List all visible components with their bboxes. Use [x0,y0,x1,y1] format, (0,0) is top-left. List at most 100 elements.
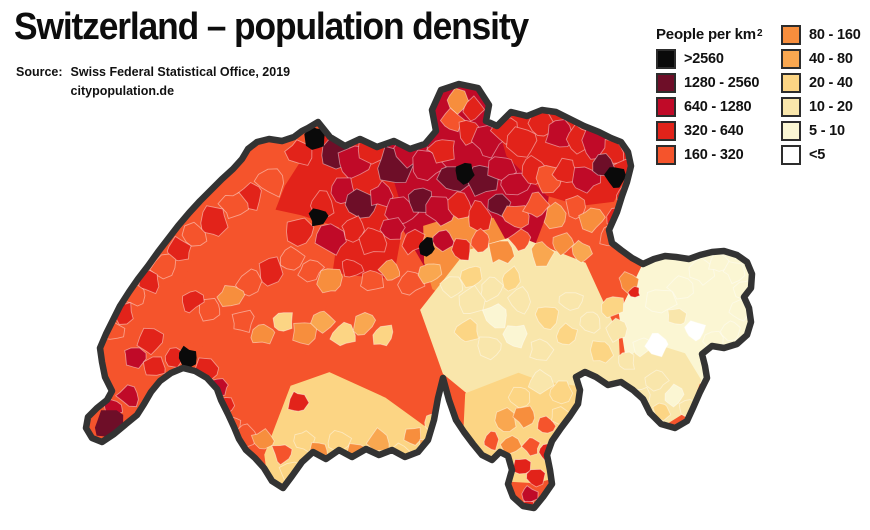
district-patch [499,435,523,456]
district-patch [401,228,426,256]
legend-swatch [781,48,801,69]
district-patch [358,227,388,256]
district-patch [284,139,313,166]
legend-item: 320 - 640 [656,120,762,141]
district-patch [666,275,694,300]
district-patch [521,191,551,218]
district-patch [526,468,546,488]
district-patch [327,430,353,454]
district-patch [644,369,670,392]
district-patch [310,310,337,334]
district-patch [314,223,347,256]
district-patch [339,459,364,482]
district-patch [142,356,166,376]
district-patch [200,205,229,237]
district-patch [253,168,285,198]
district-patch [115,384,139,408]
district-patch [512,405,536,429]
district-patch [250,323,276,345]
legend-label: 10 - 20 [809,98,853,115]
district-patch [272,312,293,332]
district-patch [558,292,584,311]
district-patch [688,257,716,286]
legend-label: 40 - 80 [809,50,853,67]
district-patch [644,332,669,358]
legend-item: 640 - 1280 [656,96,762,117]
district-patch [589,340,615,364]
district-patch [537,415,557,434]
district-patch [530,241,556,267]
district-patch [370,180,394,208]
district-patch [297,259,326,283]
district-patch [124,347,147,369]
district-patch [579,311,601,334]
district-patch [379,217,406,240]
district-patch [543,201,567,230]
city-spot-lausanne [178,345,197,368]
district-patch [216,285,246,307]
district-patch [352,311,377,336]
legend-item: 10 - 20 [781,96,861,117]
page-title: Switzerland – population density [14,6,529,48]
legend-swatch [656,48,676,69]
city-spot-bern [308,208,329,227]
district-patch [720,320,741,342]
legend-title: People per km 2 [656,26,763,43]
district-patch [527,368,555,395]
legend-item: 80 - 160 [781,24,861,45]
city-spot-lucerne [418,237,435,257]
legend-label: 1280 - 2560 [684,74,760,91]
district-patch [329,321,356,347]
district-patch [627,285,641,298]
district-patch [271,444,293,466]
district-patch [459,265,483,289]
legend-label: 5 - 10 [809,122,845,139]
district-patch [618,351,636,370]
district-patch [231,309,255,333]
district-patch [549,380,574,405]
city-spot-st-gallen [604,167,627,188]
legend-label: 160 - 320 [684,146,744,163]
city-spot-basel [304,126,326,150]
source-label: Source: [16,65,63,79]
district-patch [446,87,470,116]
district-patch [439,276,464,299]
district-patch [359,270,385,292]
legend-item: >2560 [656,48,762,69]
legend-swatch [781,144,801,165]
district-patch [458,284,486,314]
legend-column-left: People per km 2 >2560 1280 - 2560 640 - 128… [656,24,763,165]
district-patch [479,276,504,303]
district-patch [181,221,208,247]
district-patch [605,317,628,344]
district-patch [426,139,455,164]
district-patch [502,324,528,349]
district-patch [468,199,493,232]
district-patch [507,228,532,252]
district-patch [470,227,490,253]
district-patch [571,166,602,194]
district-patch [529,338,555,361]
legend-item: 1280 - 2560 [656,72,762,93]
district-patch [451,238,471,261]
district-patch [182,290,205,314]
legend-item: 20 - 40 [781,72,861,93]
legend-column-right: 80 - 160 40 - 80 20 - 40 10 - 20 5 - 10 <5 [781,24,861,165]
district-patch [556,322,579,346]
district-patch [520,437,541,457]
district-patch [462,95,486,122]
district-patch [453,317,480,343]
legend-swatch [781,120,801,141]
district-patch [316,268,343,294]
district-patch [365,427,390,452]
district-patch [534,306,560,330]
legend-label: >2560 [684,50,724,67]
legend-label: 320 - 640 [684,122,744,139]
district-patch [136,327,165,356]
district-patch [578,207,606,234]
district-patch [488,240,515,264]
district-patch [149,253,177,280]
source-line2: citypopulation.de [70,83,175,98]
district-patch [217,191,249,220]
